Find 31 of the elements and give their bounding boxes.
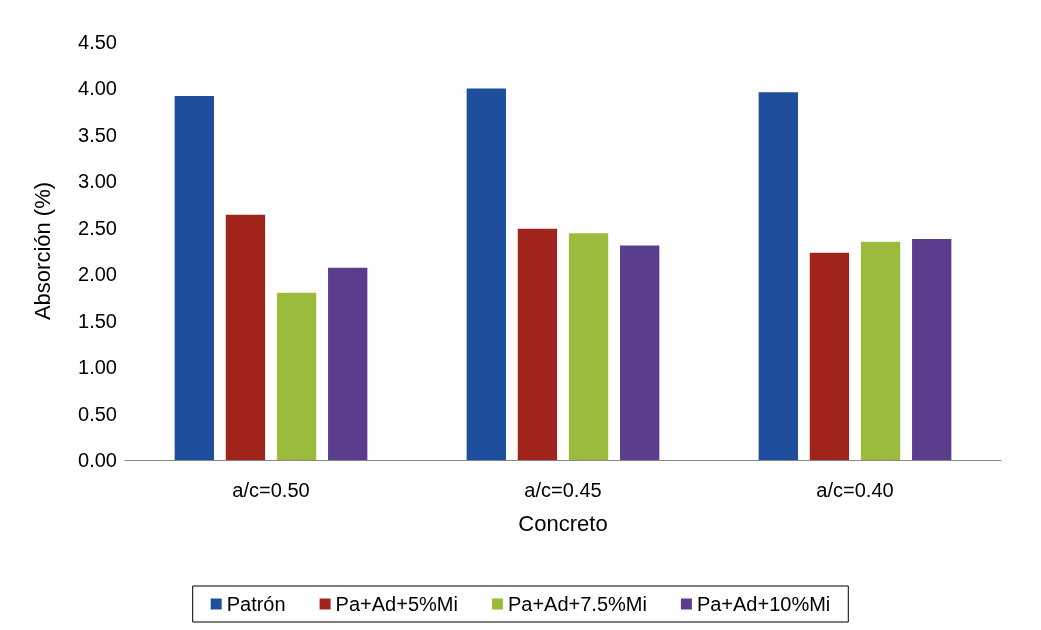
x-tick-label: a/c=0.45 [524, 479, 602, 501]
y-tick-label: 3.00 [78, 170, 117, 193]
y-tick-label: 4.00 [78, 77, 117, 100]
y-tick-label: 1.50 [78, 309, 117, 332]
bar [174, 95, 214, 460]
legend-label: Pa+Ad+10%Mi [696, 593, 831, 615]
legend-label: Patrón [226, 593, 286, 615]
y-axis-title: Absorción (%) [29, 181, 55, 321]
y-tick-label: 0.00 [78, 449, 117, 471]
bar [860, 241, 901, 460]
bar [758, 92, 798, 460]
y-tick-label: 2.50 [78, 216, 117, 239]
legend-label: Pa+Ad+5%Mi [335, 593, 458, 615]
y-tick-label: 0.50 [78, 402, 117, 425]
y-tick-label: 4.50 [78, 31, 117, 53]
x-axis-title: Concreto [518, 510, 608, 536]
y-tick-label: 1.00 [78, 356, 117, 379]
bar [568, 233, 609, 460]
bar [225, 214, 266, 460]
legend-label: Pa+Ad+7.5%Mi [507, 593, 647, 615]
bar [809, 252, 850, 460]
bar [517, 228, 558, 460]
bar [466, 88, 506, 460]
y-tick-label: 3.50 [78, 123, 117, 146]
x-tick-label: a/c=0.50 [232, 479, 310, 501]
bar [328, 267, 368, 460]
bar [276, 292, 317, 460]
x-tick-label: a/c=0.40 [816, 479, 894, 501]
bar [620, 245, 660, 460]
y-tick-label: 2.00 [78, 263, 117, 286]
bar [912, 238, 952, 460]
